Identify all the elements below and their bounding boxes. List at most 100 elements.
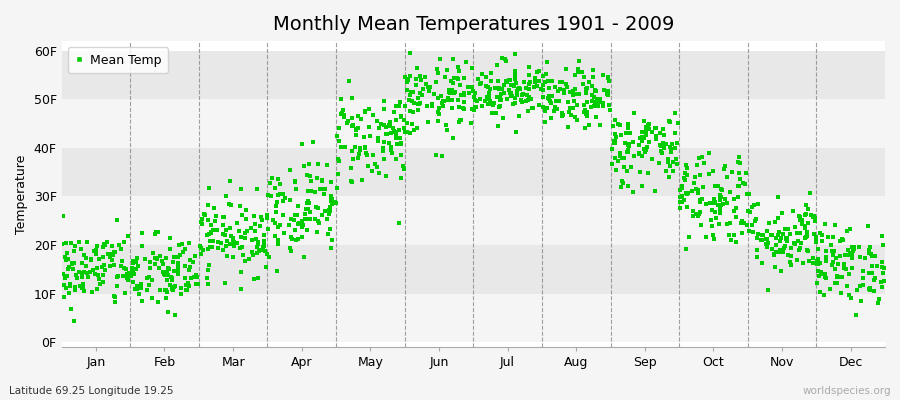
Point — [652, 142, 667, 148]
Point — [548, 84, 562, 91]
Point — [325, 237, 339, 244]
Point — [125, 266, 140, 272]
Point — [299, 205, 313, 212]
Point — [95, 254, 110, 260]
Point — [202, 185, 216, 191]
Point — [761, 220, 776, 227]
Point — [129, 266, 143, 273]
Point — [202, 244, 217, 250]
Point — [639, 147, 653, 153]
Point — [310, 204, 325, 211]
Point — [134, 285, 148, 291]
Point — [680, 191, 694, 198]
Point — [406, 108, 420, 115]
Point — [379, 173, 393, 180]
Point — [363, 133, 377, 140]
Text: Latitude 69.25 Longitude 19.25: Latitude 69.25 Longitude 19.25 — [9, 386, 174, 396]
Point — [596, 100, 610, 107]
Point — [796, 260, 810, 266]
Point — [506, 101, 520, 107]
Point — [536, 73, 550, 79]
Point — [530, 68, 544, 75]
Point — [842, 292, 856, 298]
Point — [588, 99, 602, 105]
Point — [341, 78, 356, 84]
Point — [306, 139, 320, 146]
Point — [875, 259, 889, 266]
Point — [600, 74, 615, 80]
Point — [809, 238, 824, 245]
Point — [774, 210, 788, 217]
Bar — [61, 294, 885, 342]
Point — [802, 258, 816, 264]
Point — [764, 232, 778, 238]
Point — [867, 277, 881, 283]
Point — [508, 67, 522, 74]
Point — [288, 227, 302, 233]
Point — [269, 202, 284, 209]
Point — [500, 96, 515, 102]
Point — [457, 92, 472, 98]
Point — [135, 230, 149, 236]
Point — [129, 259, 143, 265]
Point — [75, 284, 89, 291]
Point — [406, 88, 420, 95]
Point — [706, 232, 720, 238]
Point — [713, 192, 727, 198]
Point — [874, 279, 888, 285]
Point — [202, 262, 216, 268]
Point — [284, 216, 298, 222]
Point — [252, 248, 266, 254]
Point — [149, 256, 164, 262]
Point — [261, 254, 275, 260]
Point — [590, 103, 605, 110]
Point — [394, 139, 409, 146]
Point — [589, 88, 603, 94]
Point — [259, 263, 274, 270]
Point — [490, 61, 504, 68]
Point — [727, 232, 742, 238]
Point — [795, 221, 809, 228]
Point — [319, 186, 333, 192]
Point — [726, 208, 741, 214]
Point — [773, 249, 788, 255]
Point — [310, 229, 324, 236]
Point — [182, 266, 196, 273]
Point — [661, 159, 675, 166]
Point — [508, 95, 522, 101]
Point — [493, 96, 508, 103]
Point — [665, 140, 680, 147]
Point — [698, 234, 713, 240]
Point — [611, 121, 625, 127]
Point — [113, 246, 128, 252]
Point — [727, 196, 742, 202]
Point — [713, 196, 727, 203]
Point — [715, 201, 729, 208]
Point — [107, 249, 122, 256]
Point — [402, 97, 417, 103]
Point — [166, 287, 180, 293]
Point — [268, 185, 283, 191]
Point — [155, 258, 169, 264]
Point — [416, 86, 430, 92]
Point — [284, 197, 298, 203]
Point — [162, 266, 176, 272]
Point — [819, 274, 833, 281]
Point — [397, 117, 411, 124]
Point — [688, 211, 703, 217]
Point — [145, 295, 159, 301]
Point — [392, 127, 406, 133]
Point — [106, 252, 121, 258]
Point — [425, 103, 439, 110]
Point — [190, 274, 204, 280]
Point — [606, 122, 620, 129]
Point — [578, 125, 592, 131]
Point — [441, 95, 455, 101]
Point — [579, 86, 593, 92]
Point — [219, 192, 233, 199]
Point — [297, 253, 311, 260]
Point — [824, 248, 839, 254]
Point — [592, 96, 607, 102]
Point — [508, 80, 523, 86]
Point — [240, 228, 255, 234]
